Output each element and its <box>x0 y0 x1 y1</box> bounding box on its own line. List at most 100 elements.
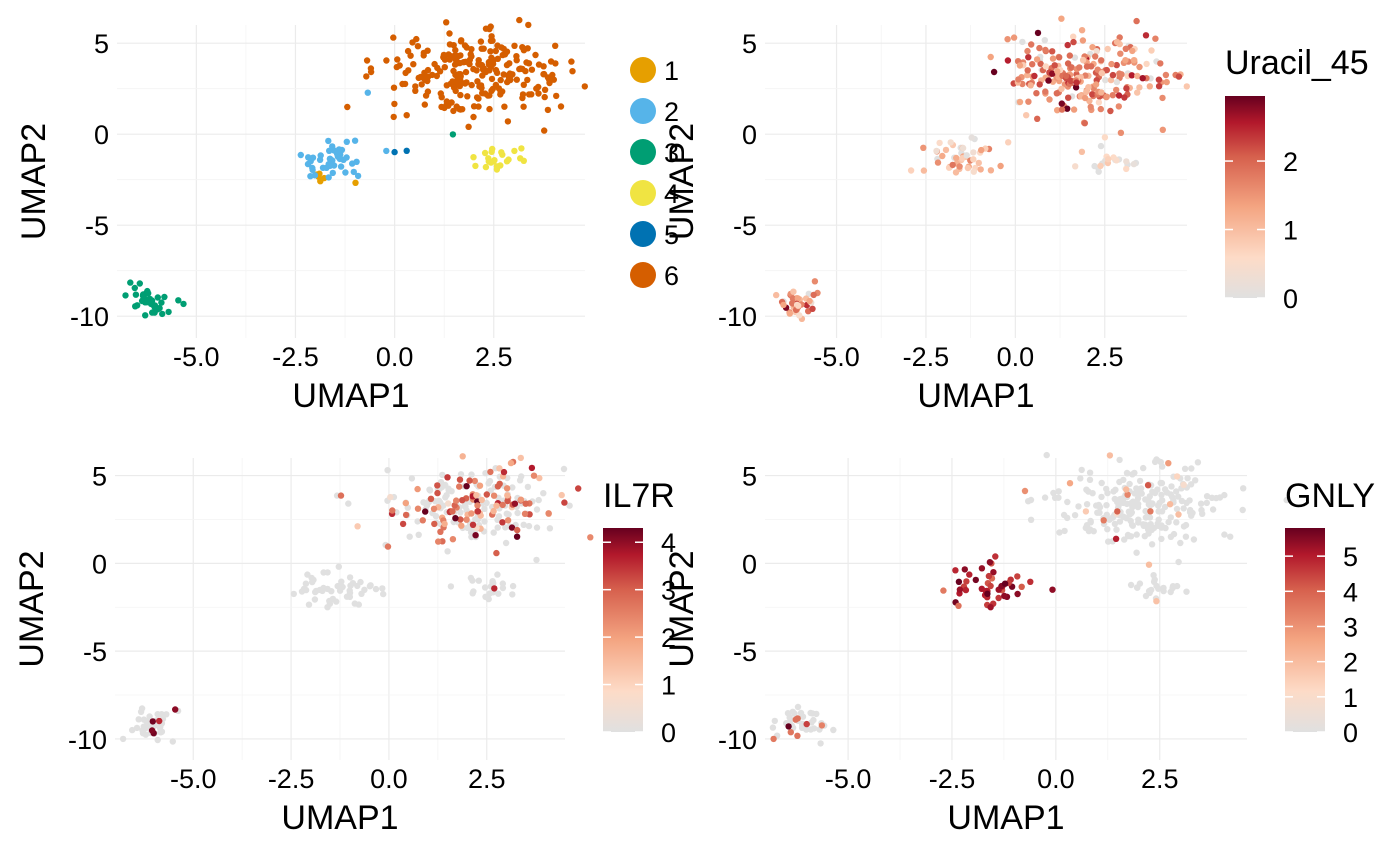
point <box>509 591 516 598</box>
point <box>1089 91 1096 98</box>
grid <box>115 458 565 760</box>
point <box>499 580 506 587</box>
point <box>458 522 465 529</box>
point-cluster-6 <box>402 69 409 77</box>
point <box>1137 485 1145 492</box>
point-cluster-6 <box>363 73 370 80</box>
point <box>1065 94 1072 101</box>
point <box>1083 63 1091 70</box>
point <box>449 508 456 515</box>
point <box>459 497 466 504</box>
colorbar-tick-label: 0 <box>661 718 676 748</box>
legend-label: 5 <box>664 220 679 250</box>
x-tick-label: -2.5 <box>272 342 319 372</box>
point <box>1221 491 1228 499</box>
point <box>1142 507 1149 515</box>
point <box>408 475 416 482</box>
y-tick-label: -5 <box>733 637 757 667</box>
legend-key-3 <box>630 139 656 165</box>
point <box>513 533 521 540</box>
point <box>379 585 386 592</box>
y-axis-title: UMAP2 <box>15 123 53 240</box>
point-cluster-6 <box>396 62 403 69</box>
point <box>435 538 442 545</box>
point-cluster-6 <box>462 58 469 65</box>
point <box>1087 103 1094 111</box>
point <box>490 492 498 499</box>
point <box>1066 480 1074 487</box>
point <box>1159 94 1166 102</box>
point-cluster-6 <box>568 58 575 65</box>
point <box>1049 55 1057 62</box>
point <box>1146 493 1154 500</box>
colorbar-tick-label: 0 <box>1283 284 1298 314</box>
point <box>956 163 963 170</box>
point <box>1183 588 1190 595</box>
point <box>1056 54 1063 61</box>
colorbar-tick-label: 3 <box>661 576 676 606</box>
point <box>975 159 982 167</box>
point <box>1113 38 1121 46</box>
point <box>1083 501 1091 508</box>
x-tick-label: 0.0 <box>997 342 1035 372</box>
point <box>1055 494 1062 501</box>
point-cluster-6 <box>498 44 505 51</box>
point <box>481 584 489 591</box>
point <box>119 735 127 743</box>
y-tick-label: -10 <box>70 302 109 332</box>
point <box>1051 62 1058 69</box>
point <box>1076 64 1083 71</box>
umap-panel-4: -5.0 -2.5 0.0 2.5 5 0 -5 -10 UMAP1 UMAP2 GNLY 5 4 3 2 1… <box>663 451 1375 837</box>
point <box>796 312 803 319</box>
point <box>1140 464 1147 472</box>
point <box>566 502 573 509</box>
point <box>1154 486 1161 493</box>
point-cluster-3 <box>165 308 172 316</box>
point <box>414 518 421 525</box>
point <box>1128 72 1136 79</box>
point <box>1049 48 1056 55</box>
point <box>769 724 777 731</box>
point <box>817 740 824 747</box>
legend-label: 2 <box>664 97 679 127</box>
point <box>494 524 501 531</box>
colorbar-tick-label: 5 <box>1343 542 1358 572</box>
point <box>1155 585 1162 592</box>
point <box>1145 561 1153 568</box>
point <box>1058 106 1066 113</box>
point-cluster-2 <box>326 155 334 163</box>
point <box>521 510 529 517</box>
point-cluster-6 <box>524 76 531 84</box>
point-cluster-4 <box>503 158 511 165</box>
point <box>1145 530 1152 537</box>
point <box>481 518 488 525</box>
point-cluster-6 <box>513 76 520 83</box>
point <box>784 710 792 717</box>
points <box>122 16 588 319</box>
point <box>533 556 540 564</box>
point <box>468 510 475 517</box>
point <box>475 577 482 584</box>
point <box>1181 465 1189 472</box>
y-tick-label: -5 <box>733 211 757 241</box>
point <box>933 147 940 155</box>
point <box>533 506 541 513</box>
point <box>474 508 482 515</box>
point-cluster-3 <box>144 287 151 295</box>
point <box>940 587 947 594</box>
point <box>546 525 554 532</box>
point-cluster-6 <box>488 75 496 83</box>
point <box>469 577 476 584</box>
point <box>1094 509 1101 516</box>
point <box>1167 491 1175 498</box>
point <box>953 154 960 162</box>
point <box>907 167 915 174</box>
point <box>489 579 496 586</box>
point <box>520 521 527 528</box>
point <box>518 473 525 480</box>
point <box>1148 47 1155 54</box>
point <box>1100 517 1107 524</box>
point <box>773 291 780 299</box>
point <box>1123 85 1130 92</box>
